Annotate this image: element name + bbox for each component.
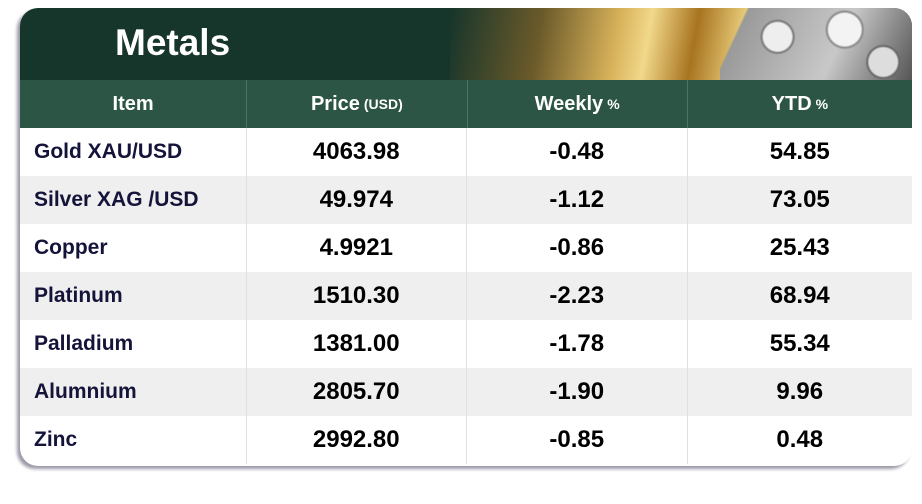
ytd-change-cell: 54.85 [769, 138, 830, 165]
ytd-change-cell: 73.05 [769, 186, 830, 213]
header-item: Item [20, 80, 248, 128]
weekly-change-cell: -2.23 [467, 272, 688, 320]
table-row: Gold XAU/USD 4063.98 -0.48 54.85 [20, 128, 912, 176]
price-cell: 1510.30 [247, 272, 468, 320]
table-row: Platinum 1510.30 -2.23 68.94 [20, 272, 912, 320]
table-row: Palladium 1381.00 -1.78 55.34 [20, 320, 912, 368]
gold-bars-image [450, 8, 750, 80]
table-row: Silver XAG /USD 49.974 -1.12 73.05 [20, 176, 912, 224]
ytd-change-cell: 9.96 [776, 378, 824, 405]
weekly-change-cell: -1.12 [467, 176, 688, 224]
price-cell: 2992.80 [247, 416, 468, 464]
item-name: Zinc [20, 416, 247, 464]
header-weekly: Weekly% [468, 80, 688, 128]
weekly-change-cell: -1.78 [467, 320, 688, 368]
table-row: Copper 4.9921 -0.86 25.43 [20, 224, 912, 272]
table-row: Alumnium 2805.70 -1.90 9.96 [20, 368, 912, 416]
page-title: Metals [115, 22, 231, 63]
price-cell: 4.9921 [247, 224, 468, 272]
weekly-change-cell: -0.86 [467, 224, 688, 272]
item-name: Alumnium [20, 368, 247, 416]
weekly-change-cell: -0.85 [467, 416, 688, 464]
ytd-change-cell: 55.34 [769, 330, 830, 357]
table-header: Item Price (USD) Weekly% YTD% [20, 80, 912, 128]
item-name: Palladium [20, 320, 247, 368]
banner: Metals [20, 8, 912, 80]
metals-table-card: Metals Item Price (USD) Weekly% YTD% Gold… [20, 8, 912, 466]
silver-rods-image [720, 8, 912, 80]
table-row: Zinc 2992.80 -0.85 0.48 [20, 416, 912, 464]
weekly-change-cell: -0.48 [467, 128, 688, 176]
item-name: Gold XAU/USD [20, 128, 247, 176]
item-name: Silver XAG /USD [20, 176, 247, 224]
header-ytd: YTD% [771, 92, 829, 115]
ytd-change-cell: 25.43 [769, 234, 830, 261]
price-cell: 49.974 [247, 176, 468, 224]
price-cell: 1381.00 [247, 320, 468, 368]
item-name: Copper [20, 224, 247, 272]
weekly-change-cell: -1.90 [467, 368, 688, 416]
price-cell: 2805.70 [247, 368, 468, 416]
price-cell: 4063.98 [247, 128, 468, 176]
ytd-change-cell: 0.48 [776, 426, 824, 453]
table-body: Gold XAU/USD 4063.98 -0.48 54.85 Silver XAG … [20, 128, 912, 464]
item-name: Platinum [20, 272, 247, 320]
header-price: Price (USD) [247, 80, 468, 128]
ytd-change-cell: 68.94 [769, 282, 830, 309]
